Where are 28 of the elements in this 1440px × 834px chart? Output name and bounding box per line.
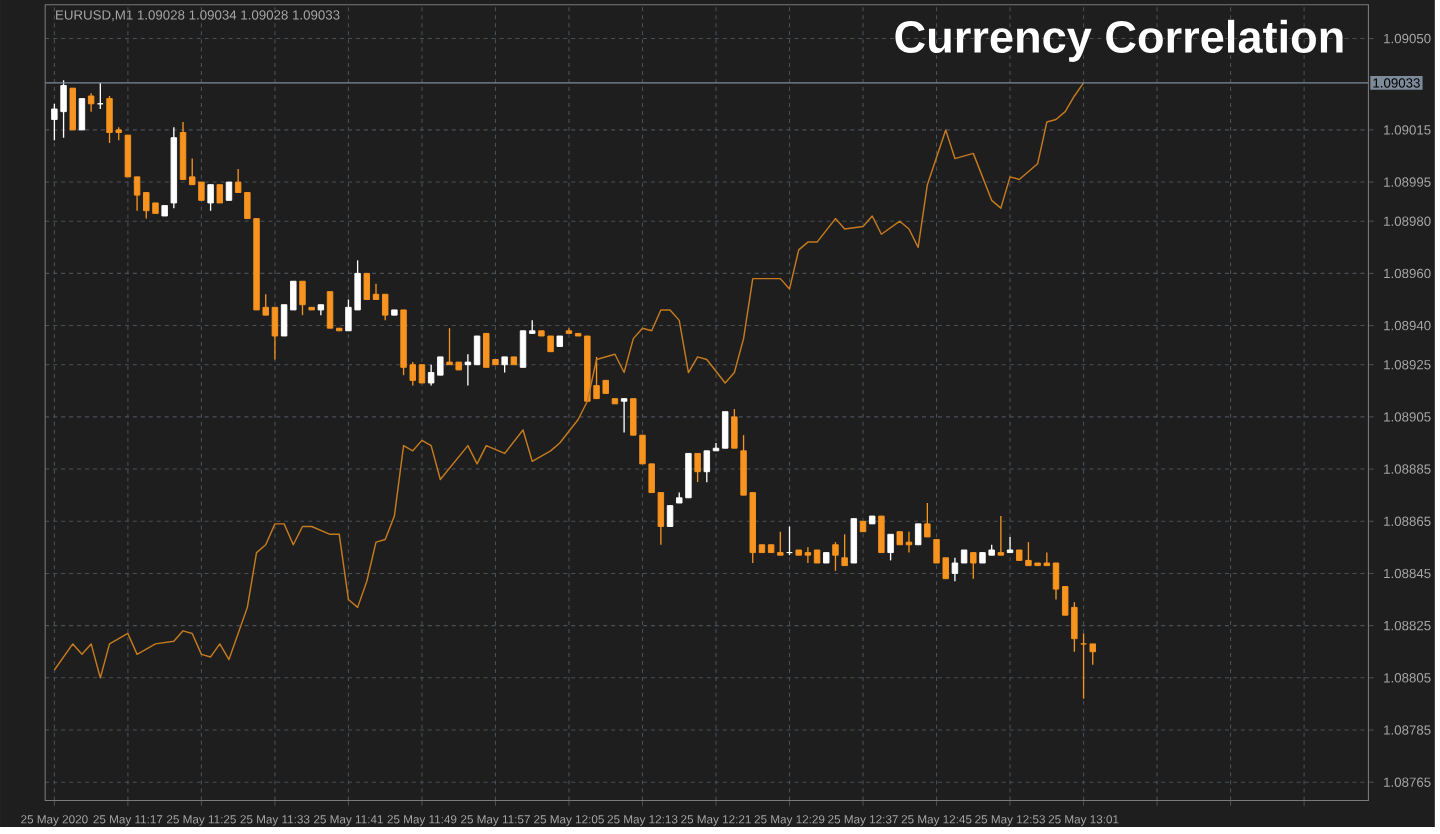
candlestick xyxy=(924,502,931,538)
candlestick xyxy=(841,533,848,567)
candlestick xyxy=(850,517,858,564)
candlestick xyxy=(666,504,674,527)
chart-title: Currency Correlation xyxy=(895,19,1343,62)
candlestick xyxy=(914,522,922,546)
candlestick xyxy=(1006,535,1014,553)
candlestick xyxy=(69,87,76,131)
candlestick xyxy=(997,515,1005,556)
candlestick xyxy=(620,397,628,433)
candlestick xyxy=(832,541,839,572)
candlestick xyxy=(299,280,306,316)
candlestick xyxy=(363,272,371,300)
candlestick xyxy=(216,183,224,204)
candlestick xyxy=(207,183,214,212)
line-series xyxy=(53,81,1085,679)
candlestick xyxy=(87,92,95,113)
candlestick xyxy=(887,533,894,561)
candlestick xyxy=(703,449,711,483)
candlestick xyxy=(1089,642,1096,666)
candlestick xyxy=(970,551,977,580)
candlestick xyxy=(78,97,86,131)
candlestick xyxy=(878,515,885,553)
candlestick xyxy=(225,181,233,201)
candlestick xyxy=(721,410,729,449)
candlestick xyxy=(381,293,389,321)
candlestick xyxy=(731,408,738,449)
candlestick xyxy=(694,452,701,483)
